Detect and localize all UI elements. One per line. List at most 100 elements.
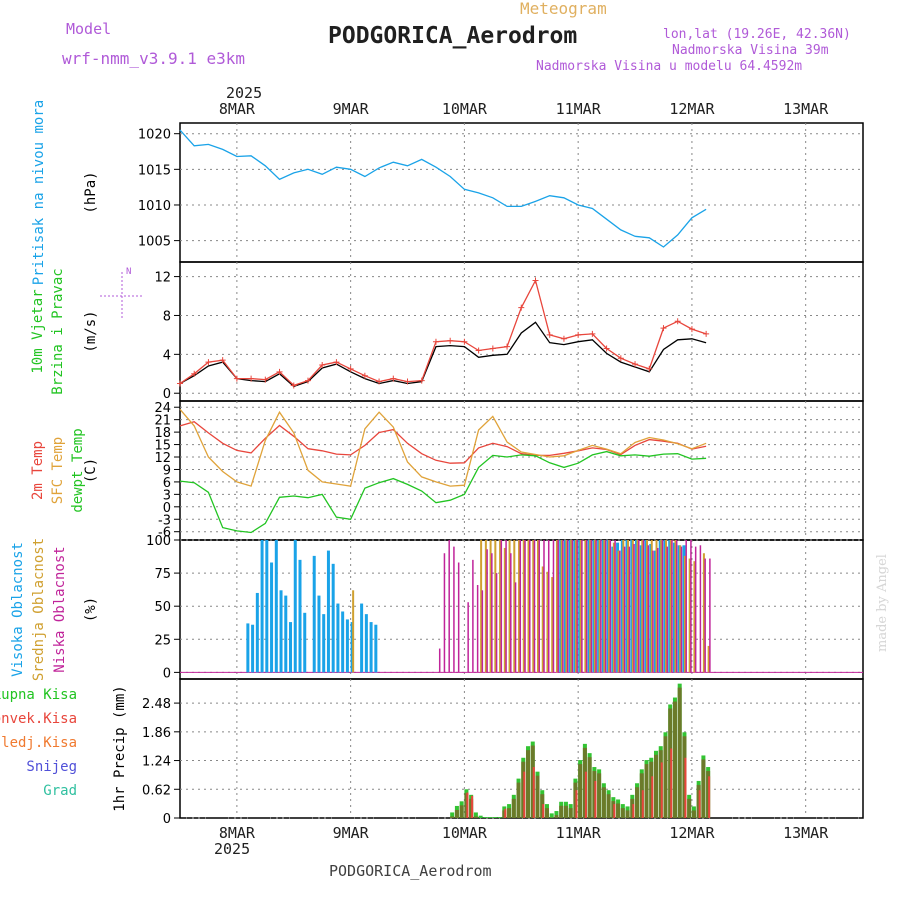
cloud-bar — [374, 624, 378, 673]
cloud-bar — [522, 540, 525, 673]
cloud-bar — [595, 540, 597, 673]
station-title: PODGORICA_Aerodrom — [328, 23, 577, 49]
cloud-bar — [603, 540, 606, 673]
precip-bar-fill — [620, 808, 625, 818]
y-tick-label: 12 — [154, 271, 171, 286]
panel-title: 2m Temp — [30, 441, 46, 500]
panel-title: Konvek.Kisa — [0, 711, 77, 727]
cloud-bar — [360, 603, 364, 673]
cloud-bar — [552, 540, 555, 673]
cloud-bar — [546, 571, 549, 673]
cloud-bar — [650, 540, 653, 673]
precip-bar-fill — [663, 736, 668, 818]
gust-marker — [589, 330, 596, 337]
cloud-bar — [585, 540, 588, 673]
day-label-top: 10MAR — [442, 100, 488, 118]
y-tick-label: 18 — [154, 426, 171, 441]
cloud-bar — [679, 545, 682, 673]
panel-title: Snijeg — [26, 759, 77, 775]
gust-marker — [617, 355, 624, 362]
day-label-bottom: 11MAR — [556, 824, 602, 842]
y-tick-label: 0 — [163, 666, 171, 681]
cloud-bar — [246, 623, 250, 673]
cloud-bar — [303, 612, 307, 673]
precip-bar-fill — [625, 810, 630, 818]
meteogram-label: Meteogram — [520, 0, 607, 18]
compass-label: N — [126, 267, 131, 277]
cloud-bar — [265, 540, 269, 673]
precip-bar-total — [492, 817, 497, 818]
cloud-bar — [251, 624, 255, 673]
cloud-bar — [518, 540, 521, 673]
day-label-bottom: 10MAR — [442, 824, 488, 842]
cloud-bar — [499, 540, 502, 673]
precip-bar-total — [554, 811, 559, 818]
y-tick-label: 50 — [154, 600, 171, 615]
panel-title: Brzina i Pravac — [50, 268, 66, 394]
panel-title: dewpt Temp — [70, 428, 86, 512]
cloud-bar — [331, 563, 335, 673]
cloud-bar — [369, 622, 373, 673]
gust-marker — [219, 357, 226, 364]
cloud-bar — [489, 540, 492, 673]
gust-marker — [575, 331, 582, 338]
cloud-bar — [448, 540, 450, 673]
precip-bar-total — [488, 817, 493, 818]
precip-bar-fill — [563, 805, 568, 818]
cloud-bar — [598, 540, 601, 673]
y-tick-label: 9 — [163, 463, 171, 478]
cloud-bar — [699, 545, 702, 673]
gust-marker — [319, 362, 326, 369]
precip-bar-fill — [568, 808, 573, 818]
precip-bar-conv — [670, 748, 673, 818]
cloud-bar — [638, 540, 640, 673]
cloud-bar — [704, 558, 706, 673]
cloud-bar — [494, 540, 497, 673]
cloud-bar — [604, 540, 607, 673]
precip-bar-total — [473, 812, 478, 818]
precip-bar-fill — [635, 787, 640, 818]
gust-marker — [390, 375, 397, 382]
cloud-bar — [694, 546, 697, 673]
cloud-bar — [443, 553, 446, 673]
cloud-bar — [270, 562, 274, 673]
precip-bar-fill — [687, 798, 692, 818]
precip-bar-conv — [660, 762, 663, 818]
cloud-bar — [352, 590, 355, 673]
cloud-bar — [612, 542, 615, 673]
precip-bar-fill — [549, 817, 554, 818]
gust-marker — [418, 377, 425, 384]
y-tick-label: 21 — [154, 414, 171, 429]
cloud-bar — [655, 540, 658, 673]
cloud-bar — [293, 540, 297, 673]
cloud-bar — [255, 592, 259, 673]
cloud-bar — [505, 540, 507, 673]
cloud-bar — [683, 555, 686, 673]
precip-bar-conv — [632, 804, 635, 818]
gust-marker — [660, 325, 667, 332]
gust-marker — [376, 378, 383, 385]
precip-bar-fill — [454, 809, 459, 818]
precip-bar-total — [497, 817, 502, 818]
cloud-bar — [608, 540, 611, 673]
cloud-bar — [457, 562, 460, 673]
cloud-bar — [565, 540, 568, 673]
day-label-bottom: 12MAR — [669, 824, 715, 842]
cloud-bar — [566, 540, 569, 673]
cloud-bar — [341, 611, 345, 673]
precip-bar-conv — [651, 776, 654, 818]
cloud-bar — [622, 540, 625, 673]
cloud-bar — [538, 540, 540, 673]
cloud-bar — [562, 540, 564, 673]
gust-marker — [674, 318, 681, 325]
cloud-bar — [312, 555, 316, 673]
cloud-bar — [675, 540, 678, 673]
cloud-bar — [600, 540, 602, 673]
series-line-gust — [179, 278, 707, 387]
cloud-bar — [326, 550, 330, 673]
cloud-bar — [571, 540, 574, 673]
day-label-top: 8MAR — [219, 100, 256, 118]
cloud-bar — [543, 540, 545, 673]
precip-bar-fill — [535, 775, 540, 818]
